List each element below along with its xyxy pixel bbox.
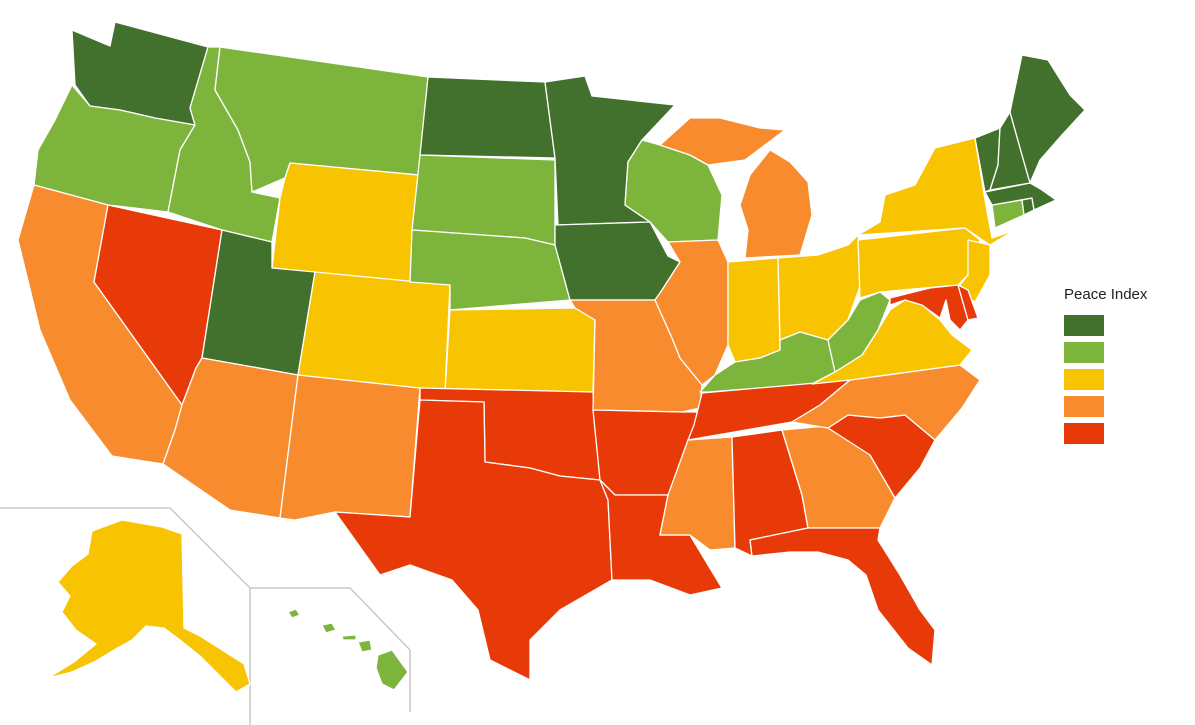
inset-border-hawaii [250, 587, 411, 712]
legend: Peace Index [1064, 286, 1147, 450]
state-ND[interactable] [419, 76, 556, 159]
state-HI-oahu[interactable] [321, 622, 337, 634]
state-AK[interactable] [47, 519, 251, 693]
state-HI-group [287, 608, 409, 691]
state-IL[interactable] [654, 239, 729, 386]
state-KS[interactable] [444, 307, 596, 393]
state-DE[interactable] [957, 284, 979, 321]
legend-swatch-moderate [1064, 369, 1104, 390]
state-LA[interactable] [599, 479, 723, 596]
legend-title: Peace Index [1064, 286, 1148, 303]
state-NE[interactable] [409, 229, 571, 311]
state-MA[interactable] [984, 182, 1057, 211]
state-ME[interactable] [1009, 54, 1086, 184]
state-MI-upper[interactable] [659, 117, 786, 166]
state-HI-maui[interactable] [357, 639, 373, 653]
legend-swatch-less-peaceful [1064, 396, 1104, 417]
legend-swatch-peaceful [1064, 342, 1104, 363]
inset-border-alaska [0, 507, 251, 725]
state-NM[interactable] [279, 374, 421, 521]
state-HI-kauai[interactable] [287, 608, 301, 619]
state-FL[interactable] [749, 527, 936, 666]
legend-swatch-most-peaceful [1064, 315, 1104, 336]
state-MI[interactable] [739, 149, 813, 259]
state-CO[interactable] [297, 271, 451, 393]
state-MD[interactable] [889, 284, 969, 331]
state-WI[interactable] [624, 139, 723, 243]
state-HI-molokai[interactable] [341, 634, 357, 641]
state-IN[interactable] [727, 257, 781, 363]
legend-swatch-least-peaceful [1064, 423, 1104, 444]
state-TX[interactable] [334, 399, 613, 681]
state-NY[interactable] [857, 137, 1016, 246]
state-WY[interactable] [271, 162, 419, 283]
state-HI-big-island[interactable] [375, 649, 409, 691]
